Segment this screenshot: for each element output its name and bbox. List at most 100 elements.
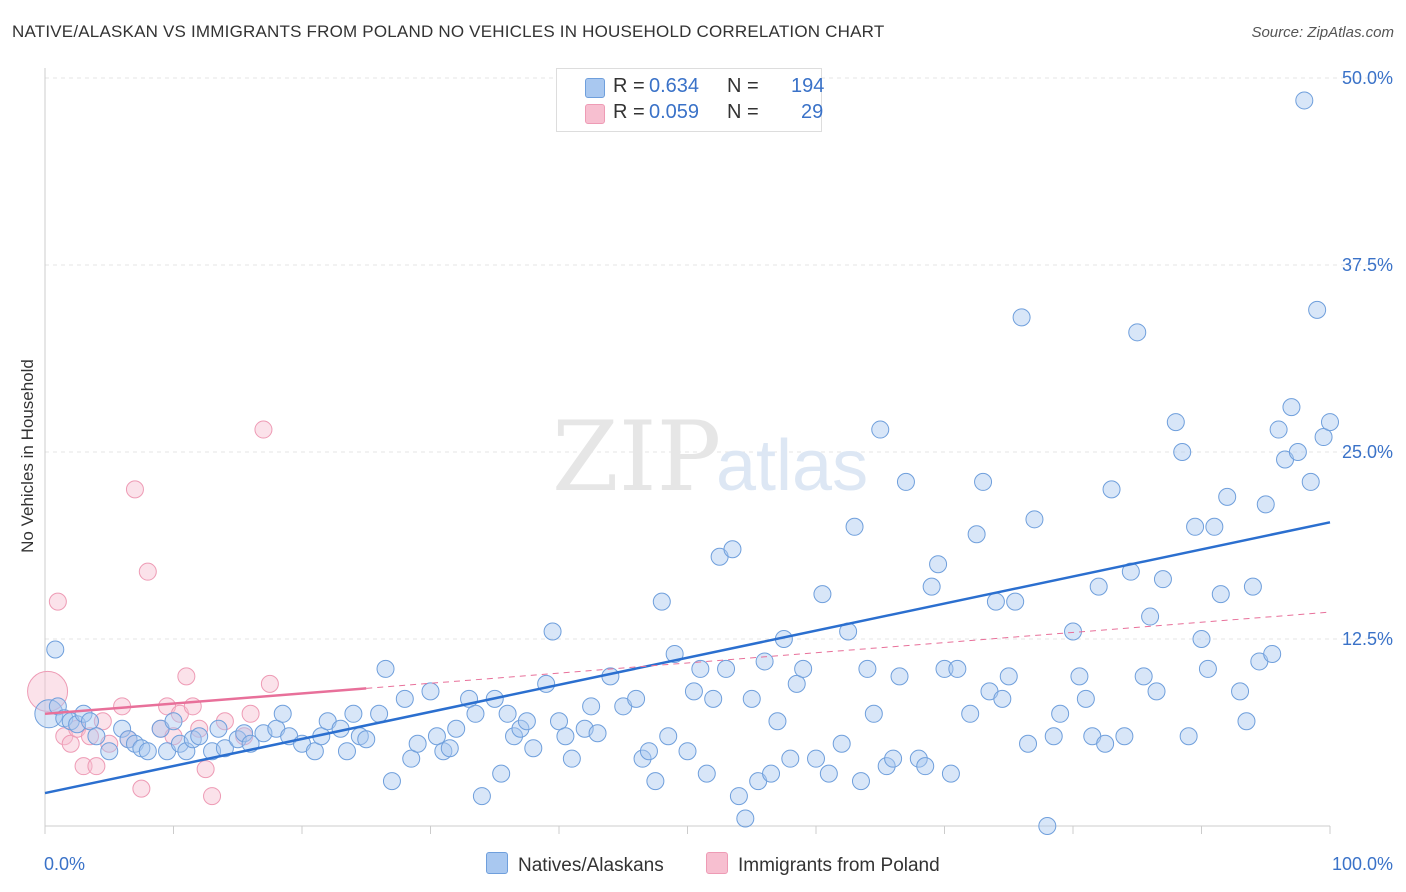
bottom-legend-natives: Natives/Alaskans (486, 852, 664, 877)
legend-swatch-natives (585, 78, 605, 98)
natives-point (665, 644, 684, 663)
natives-point (209, 719, 228, 738)
poland-point (80, 727, 99, 746)
legend-n-value-poland: 29 (801, 101, 824, 123)
natives-point (1166, 413, 1185, 432)
natives-point (646, 772, 665, 791)
poland-point (61, 734, 80, 753)
natives-point (813, 585, 832, 604)
natives-point (967, 525, 986, 544)
natives-point (550, 712, 568, 731)
poland-point (177, 667, 196, 686)
natives-point (357, 730, 376, 749)
poland-point (196, 760, 215, 779)
natives-point (408, 734, 427, 753)
legend-swatch-poland (585, 104, 605, 124)
natives-point (100, 742, 119, 761)
natives-point (1211, 585, 1230, 604)
natives-point (370, 704, 389, 723)
natives-point (1269, 420, 1288, 439)
legend-n-label: N = (727, 75, 759, 97)
natives-point (376, 659, 395, 678)
natives-point (652, 592, 671, 611)
natives-point (588, 724, 607, 743)
natives-point (916, 757, 935, 776)
natives-trend-line (44, 521, 1331, 795)
natives-point (1237, 712, 1256, 731)
natives-point (723, 540, 742, 559)
natives-point (1064, 622, 1082, 641)
natives-point (851, 772, 870, 791)
natives-point (884, 749, 903, 768)
immigrants-from-poland-points (27, 420, 279, 806)
x-ticks (44, 826, 1331, 834)
natives-point (524, 739, 543, 758)
natives-point (556, 727, 575, 746)
natives-point (1256, 495, 1275, 514)
natives-point (48, 697, 67, 716)
x-tick-label-min: 0.0% (44, 854, 85, 874)
poland-point (87, 757, 106, 776)
y-tick-label: 37.5% (1342, 255, 1393, 275)
natives-point (993, 689, 1012, 708)
watermark-atlas: atlas (716, 426, 868, 506)
legend-r-label: R = (613, 75, 645, 97)
natives-point (1205, 517, 1224, 536)
natives-point (1321, 413, 1339, 432)
natives-point (382, 772, 401, 791)
legend-r-value-poland: 0.059 (649, 101, 700, 123)
natives-point (941, 764, 960, 783)
natives-alaskans-points (34, 91, 1339, 835)
natives-point (1102, 480, 1121, 499)
natives-point (138, 742, 157, 761)
bottom-legend-label-poland: Immigrants from Poland (738, 855, 940, 876)
natives-point (742, 689, 761, 708)
natives-point (871, 420, 890, 439)
poland-point (183, 697, 202, 716)
natives-point (691, 659, 710, 678)
natives-point (562, 749, 581, 768)
natives-point (1070, 667, 1089, 686)
legend-r-label: R = (613, 101, 645, 123)
x-tick-label-max: 100.0% (1332, 854, 1393, 874)
natives-point (986, 592, 1005, 611)
gridlines (45, 77, 1390, 640)
poland-trend-line (44, 687, 367, 716)
natives-point (1134, 667, 1153, 686)
natives-point (1006, 592, 1025, 611)
natives-point (472, 787, 491, 806)
natives-point (1025, 510, 1044, 529)
natives-point (113, 719, 132, 738)
natives-point (755, 652, 774, 671)
natives-point (768, 712, 787, 731)
y-axis-label: No Vehicles in Household (18, 359, 37, 553)
natives-point (1218, 487, 1237, 506)
natives-point (440, 739, 459, 758)
natives-point (633, 749, 652, 768)
natives-point (447, 719, 466, 738)
natives-point (1192, 630, 1211, 648)
natives-point (794, 659, 813, 678)
natives-point (787, 674, 806, 693)
natives-point (1147, 682, 1166, 701)
natives-point (1301, 472, 1320, 491)
natives-point (1051, 704, 1070, 723)
natives-point (832, 734, 851, 753)
poland-point (48, 592, 67, 611)
poland-point (74, 757, 93, 776)
natives-point (492, 764, 511, 783)
bottom-legend-label-natives: Natives/Alaskans (518, 855, 664, 876)
natives-point (858, 659, 877, 678)
bottom-legend-swatch-poland (706, 852, 728, 874)
natives-point (1012, 308, 1031, 327)
poland-point (215, 712, 234, 731)
natives-point (1179, 727, 1198, 746)
natives-point (1141, 607, 1160, 626)
poland-point (254, 420, 273, 439)
legend-r-value-natives: 0.634 (649, 75, 700, 97)
poland-point (125, 480, 144, 499)
natives-point (935, 659, 954, 678)
natives-point (1153, 570, 1172, 589)
natives-point (305, 742, 324, 761)
